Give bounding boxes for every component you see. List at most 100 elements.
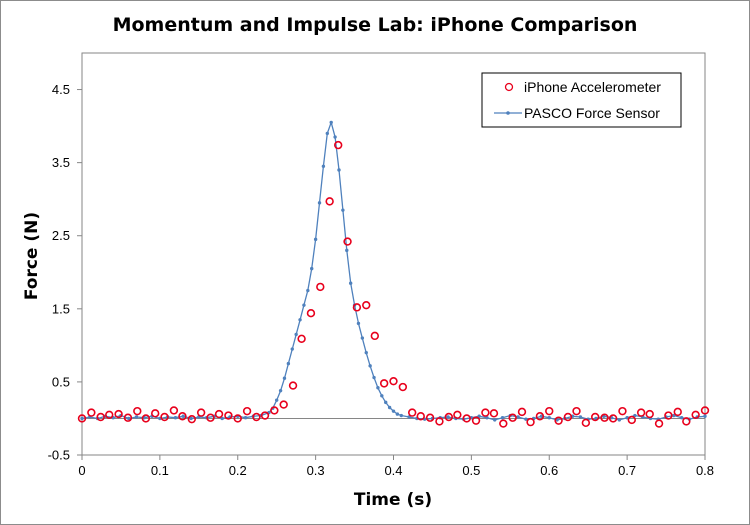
pasco-point <box>493 418 497 422</box>
pasco-point <box>282 376 287 380</box>
pasco-point <box>286 361 291 366</box>
y-axis: -0.5 0.5 1.5 2.5 3.5 4.5 <box>48 82 82 463</box>
iphone-point <box>123 413 133 422</box>
pasco-point <box>173 416 178 420</box>
pasco-point <box>337 168 341 172</box>
iphone-point <box>600 413 609 422</box>
pasco-point <box>317 201 322 205</box>
iphone-point <box>151 409 160 418</box>
pasco-point <box>80 416 84 421</box>
iphone-point <box>581 418 591 428</box>
pasco-point <box>189 416 193 421</box>
iphone-point <box>590 412 600 422</box>
iphone-point <box>105 410 114 419</box>
iphone-point <box>489 409 499 418</box>
iphone-point <box>370 331 380 341</box>
iphone-point <box>654 419 664 428</box>
iphone-point <box>96 412 105 422</box>
iphone-point <box>133 406 142 416</box>
iphone-point <box>636 408 646 417</box>
pasco-point <box>364 350 368 355</box>
pasco-point <box>395 412 400 416</box>
pasco-point <box>356 321 361 326</box>
pasco-point <box>278 388 283 393</box>
pasco-point <box>387 405 392 410</box>
x-tick-label: 0.6 <box>540 463 558 478</box>
pasco-point <box>360 336 365 340</box>
iphone-point <box>270 406 279 415</box>
pasco-point <box>703 414 707 418</box>
legend-box <box>481 72 682 128</box>
iphone-point <box>343 237 352 246</box>
iphone-point <box>435 417 444 426</box>
iphone-point <box>297 334 306 343</box>
x-tick-label: 0.4 <box>384 463 402 478</box>
pasco-point <box>368 364 372 368</box>
iphone-point <box>545 406 554 416</box>
iphone-point <box>563 412 573 422</box>
iphone-point <box>554 416 563 425</box>
pasco-point <box>348 281 353 285</box>
iphone-point <box>214 409 224 419</box>
iphone-point <box>471 416 481 425</box>
iphone-point <box>444 412 453 422</box>
x-tick-label: 0.7 <box>618 463 636 478</box>
iphone-point <box>242 406 252 416</box>
pasco-point <box>310 266 314 271</box>
iphone-point <box>618 406 627 416</box>
x-axis-title: Time (s) <box>354 490 432 510</box>
iphone-point <box>288 381 298 390</box>
pasco-point <box>127 416 131 421</box>
pasco-point <box>298 318 302 322</box>
iphone-point <box>608 414 618 423</box>
legend-label-pasco: PASCO Force Sensor <box>524 105 660 121</box>
iphone-point <box>279 400 288 409</box>
iphone-point <box>87 408 96 417</box>
pasco-point <box>380 394 384 398</box>
iphone-point <box>306 309 316 318</box>
iphone-point <box>362 300 371 310</box>
iphone-point <box>425 413 435 422</box>
y-tick-label: 3.5 <box>52 155 70 170</box>
iphone-point <box>508 413 517 422</box>
pasco-point <box>345 248 349 253</box>
x-tick-label: 0.2 <box>229 463 247 478</box>
x-tick-label: 0.1 <box>151 463 169 478</box>
iphone-point <box>572 406 581 416</box>
iphone-point <box>77 414 87 423</box>
pasco-point <box>333 135 337 139</box>
pasco-point <box>306 288 310 293</box>
iphone-point <box>141 414 151 423</box>
y-tick-label: -0.5 <box>48 448 70 463</box>
pasco-point <box>539 414 544 418</box>
pasco-point <box>399 413 403 418</box>
iphone-point <box>499 419 508 428</box>
x-tick-label: 0.5 <box>462 463 480 478</box>
iphone-point <box>407 408 417 417</box>
pasco-point <box>524 417 528 421</box>
pasco-point <box>679 416 684 420</box>
legend-marker-iphone <box>504 82 514 92</box>
y-axis-title: Force (N) <box>22 212 42 300</box>
iphone-point <box>462 414 471 423</box>
iphone-point <box>252 412 261 422</box>
pasco-point <box>372 375 376 380</box>
iphone-point <box>316 282 325 292</box>
pasco-point <box>134 415 139 419</box>
pasco-point <box>446 415 450 419</box>
x-tick-label: 0.3 <box>307 463 325 478</box>
pasco-point <box>516 415 520 419</box>
pasco-point <box>500 416 505 420</box>
pasco-point <box>617 418 622 422</box>
y-tick-label: 4.5 <box>52 82 70 97</box>
pasco-point <box>329 120 333 125</box>
chart-title: Momentum and Impulse Lab: iPhone Compari… <box>113 14 638 36</box>
iphone-point <box>187 414 197 424</box>
legend-marker-pasco <box>506 111 510 115</box>
pasco-point <box>547 416 551 420</box>
iphone-point <box>535 412 545 421</box>
pasco-point <box>485 416 489 420</box>
iphone-point <box>691 410 700 419</box>
iphone-point <box>334 140 343 150</box>
